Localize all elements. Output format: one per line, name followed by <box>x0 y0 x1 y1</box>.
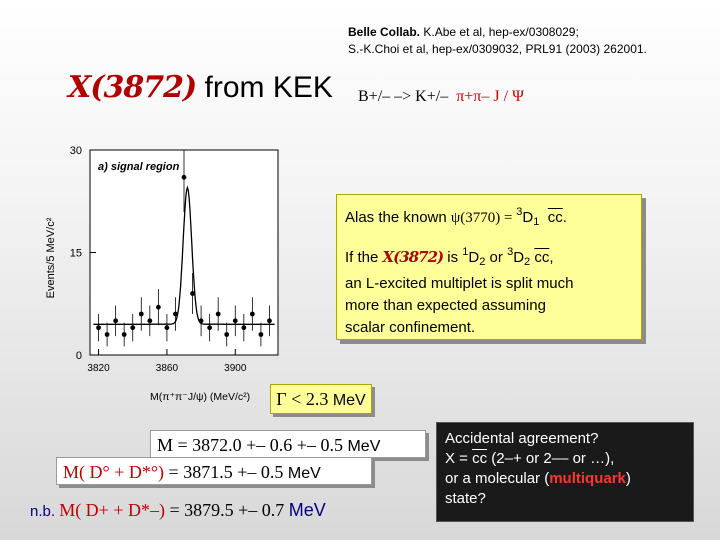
data-point <box>121 332 127 337</box>
decay-channel: B+/– –> K+/– π+π– J / Ψ <box>358 88 524 106</box>
decay-kaon: K+/– <box>415 88 449 105</box>
charged-threshold-unit: MeV <box>288 500 326 520</box>
explanation-line2: If the X(3872) is 1D2 or 3D2 cc, <box>345 246 554 268</box>
interpretation-line3: or a molecular (multiquark) <box>445 469 685 489</box>
data-point <box>96 325 101 331</box>
interpretation-box: Accidental agreement? X = cc (2–+ or 2––… <box>436 422 694 522</box>
mass-unit: MeV <box>347 438 381 455</box>
if-the: If the <box>345 249 383 266</box>
sub1: 2 <box>479 256 486 268</box>
explanation-line5: scalar confinement. <box>345 319 476 336</box>
x-equals: X = <box>445 450 473 467</box>
data-point <box>164 325 170 331</box>
reference-citation: Belle Collab. K.Abe et al, hep-ex/030802… <box>348 24 647 58</box>
charm-pair-3: cc <box>472 450 488 467</box>
x-axis-ticks: 3820 3860 3900 <box>87 349 247 374</box>
width-limit-box: Γ < 2.3 MeV <box>270 384 372 414</box>
data-point <box>181 174 187 180</box>
data-point <box>224 332 230 337</box>
y-tick-label: 0 <box>76 350 82 362</box>
charged-threshold-note: n.b. M( D+ + D*–) = 3879.5 +– 0.7 MeV <box>30 500 326 521</box>
explanation-box: Alas the known ψ(3770) = 3D1 cc. If the … <box>336 194 642 340</box>
title-x-symbol: X(3872) <box>68 70 197 105</box>
nb-prefix: n.b. <box>30 503 60 520</box>
molecular-suffix: ) <box>625 470 631 487</box>
state2: D <box>513 249 525 266</box>
x-tick-label: 3900 <box>224 363 247 374</box>
data-point <box>147 318 153 324</box>
y-axis-label: Events/5 MeV/c² <box>45 217 57 298</box>
explanation-prefix: Alas the known <box>345 209 451 226</box>
molecular-prefix: or a molecular ( <box>445 470 550 487</box>
d-dstar-unit: MeV <box>287 465 321 482</box>
psi-state: ψ(3770) <box>450 210 501 226</box>
data-point <box>173 311 178 317</box>
data-point <box>267 318 272 324</box>
spin-sup: 3 <box>516 206 523 218</box>
explanation-line1: Alas the known ψ(3770) = 3D1 cc. <box>345 206 567 228</box>
interpretation-line1: Accidental agreement? <box>445 430 599 447</box>
y-tick-label: 15 <box>70 248 82 260</box>
x-axis-label: M(π⁺π⁻J/ψ) (MeV/c²) <box>150 391 250 403</box>
state1: D <box>468 249 480 266</box>
or-text: or <box>485 249 508 266</box>
data-point <box>207 325 213 331</box>
state-d: D <box>522 209 534 226</box>
d-dstar-value: = 3871.5 +– 0.5 <box>164 462 288 482</box>
decay-initial: B+/– <box>358 88 391 105</box>
charm-pair-2: cc <box>534 249 550 266</box>
data-point <box>198 318 204 324</box>
data-point <box>215 311 221 317</box>
explanation-line3: an L-excited multiplet is split much <box>345 275 574 292</box>
data-point <box>130 325 136 331</box>
x-tick-label: 3860 <box>156 363 179 374</box>
decay-arrow: –> <box>390 88 416 105</box>
interpretation-line4: state? <box>445 490 486 507</box>
data-point <box>249 311 255 317</box>
equals-sign: = <box>500 210 517 226</box>
x-symbol-inline: X(3872) <box>382 248 445 266</box>
sub2: 2 <box>524 256 531 268</box>
charged-threshold-value: = 3879.5 +– 0.7 <box>164 500 289 520</box>
state-sub: 1 <box>533 216 540 228</box>
data-point <box>138 311 144 317</box>
x-tick-label: 3820 <box>87 363 110 374</box>
mass-spectrum-plot: 0 15 30 3820 3860 3900 a) signal region Even… <box>45 145 279 403</box>
mass-measurement-box: M = 3872.0 +– 0.6 +– 0.5 MeV <box>150 430 426 458</box>
mass-value: M = 3872.0 +– 0.6 +– 0.5 <box>157 435 348 455</box>
decay-final: J / Ψ <box>493 88 524 105</box>
d-dstar-label: M( D° + D*°) <box>63 462 165 482</box>
sup1: 1 <box>462 246 469 258</box>
data-point <box>104 332 110 337</box>
charm-pair: cc <box>547 209 563 226</box>
decay-pions: π+π– <box>456 88 490 105</box>
explanation-line4: more than expected assuming <box>345 297 546 314</box>
width-limit: Γ < 2.3 <box>276 389 329 409</box>
data-point <box>190 291 195 296</box>
reference-line1: K.Abe et al, hep-ex/0308029; <box>420 25 579 39</box>
width-unit: MeV <box>332 392 366 409</box>
data-point <box>113 318 119 324</box>
sup2: 3 <box>507 246 514 258</box>
panel-label: a) signal region <box>98 161 180 173</box>
is-text: is <box>443 249 463 266</box>
data-point <box>155 304 161 310</box>
y-axis-ticks: 0 15 30 <box>70 145 96 362</box>
quantum-numbers: (2–+ or 2–– or …), <box>487 450 615 467</box>
multiquark-word: multiquark <box>549 470 626 487</box>
data-point <box>258 332 264 337</box>
y-tick-label: 30 <box>70 145 82 157</box>
data-point <box>232 318 238 324</box>
reference-collab: Belle Collab. <box>348 25 421 39</box>
charged-threshold-label: M( D+ + D*–) <box>59 500 165 520</box>
slide-title: X(3872) from KEK <box>68 70 333 105</box>
data-point <box>241 325 247 331</box>
data-points <box>96 150 272 347</box>
reference-line2: S.-K.Choi et al, hep-ex/0309032, PRL91 (… <box>348 42 647 56</box>
interpretation-line2: X = cc (2–+ or 2–– or …), <box>445 449 685 469</box>
d-dstar-threshold-box: M( D° + D*°) = 3871.5 +– 0.5 MeV <box>56 457 372 485</box>
fit-curve <box>93 185 275 325</box>
title-text: from KEK <box>196 71 333 104</box>
